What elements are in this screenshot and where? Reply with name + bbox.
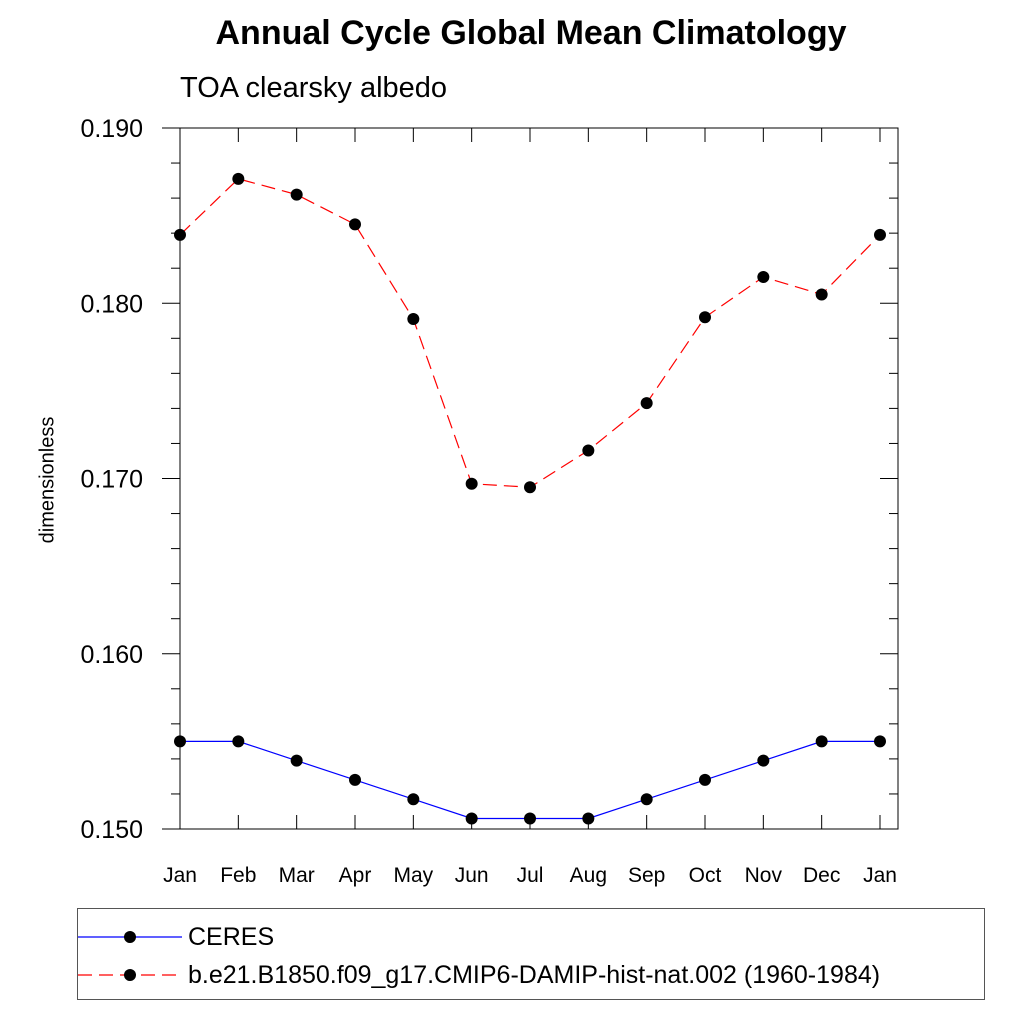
data-point <box>349 773 361 786</box>
data-point <box>874 228 886 241</box>
data-point <box>699 773 711 786</box>
series-layer <box>174 172 886 825</box>
tick-labels: Jan Feb Mar Apr May Jun Jul Aug Sep Oct Nov Dec Jan 0… <box>80 115 896 887</box>
x-tick-label: Jun <box>455 864 489 887</box>
data-point <box>290 754 303 767</box>
x-tick-label: Aug <box>570 864 607 887</box>
axis-ticks <box>162 127 898 830</box>
data-point <box>815 288 828 301</box>
legend-label-model: b.e21.B1850.f09_g17.CMIP6-DAMIP-hist-nat… <box>188 960 881 989</box>
x-tick-label: Sep <box>628 864 665 887</box>
x-tick-label: Jul <box>517 864 544 887</box>
x-tick-label: Mar <box>279 864 315 887</box>
y-tick-label: 0.150 <box>80 816 143 844</box>
legend: CERES b.e21.B1850.f09_g17.CMIP6-DAMIP-hi… <box>77 908 985 1000</box>
y-tick-label: 0.180 <box>80 290 143 318</box>
data-point <box>699 311 711 324</box>
y-tick-label: 0.190 <box>80 115 143 143</box>
x-tick-label: Jan <box>863 864 897 887</box>
data-point <box>757 754 770 767</box>
chart-title: Annual Cycle Global Mean Climatology <box>215 14 847 52</box>
data-point <box>290 188 303 201</box>
legend-label-ceres: CERES <box>188 922 275 951</box>
x-tick-label: Nov <box>745 864 783 887</box>
y-tick-label: 0.160 <box>80 641 143 669</box>
data-point <box>465 477 478 490</box>
legend-swatch-ceres <box>78 931 182 943</box>
data-point <box>524 481 536 494</box>
series-line-1 <box>179 178 881 488</box>
data-point <box>524 812 536 825</box>
x-tick-label: Feb <box>220 864 256 887</box>
chart-subtitle: TOA clearsky albedo <box>180 72 448 104</box>
data-point <box>640 793 653 806</box>
x-tick-label: Dec <box>803 864 840 887</box>
legend-entry-ceres: CERES <box>78 919 274 955</box>
series-line-0 <box>180 740 880 820</box>
legend-swatch-model <box>78 969 182 981</box>
data-point <box>349 218 361 231</box>
data-point <box>874 735 886 748</box>
x-tick-label: Jan <box>163 864 197 887</box>
data-point <box>407 313 420 326</box>
data-point <box>465 812 478 825</box>
plot-frame <box>179 127 899 830</box>
legend-entry-model: b.e21.B1850.f09_g17.CMIP6-DAMIP-hist-nat… <box>78 957 880 993</box>
x-tick-label: Oct <box>689 864 722 887</box>
data-point <box>232 172 245 185</box>
x-tick-label: May <box>393 864 433 887</box>
x-tick-label: Apr <box>339 864 372 887</box>
data-point <box>640 397 653 410</box>
data-point <box>232 735 245 748</box>
data-point <box>815 735 828 748</box>
y-tick-label: 0.170 <box>80 466 143 494</box>
data-point <box>582 812 595 825</box>
data-point <box>407 793 420 806</box>
data-point <box>757 270 770 283</box>
data-point <box>582 444 595 457</box>
